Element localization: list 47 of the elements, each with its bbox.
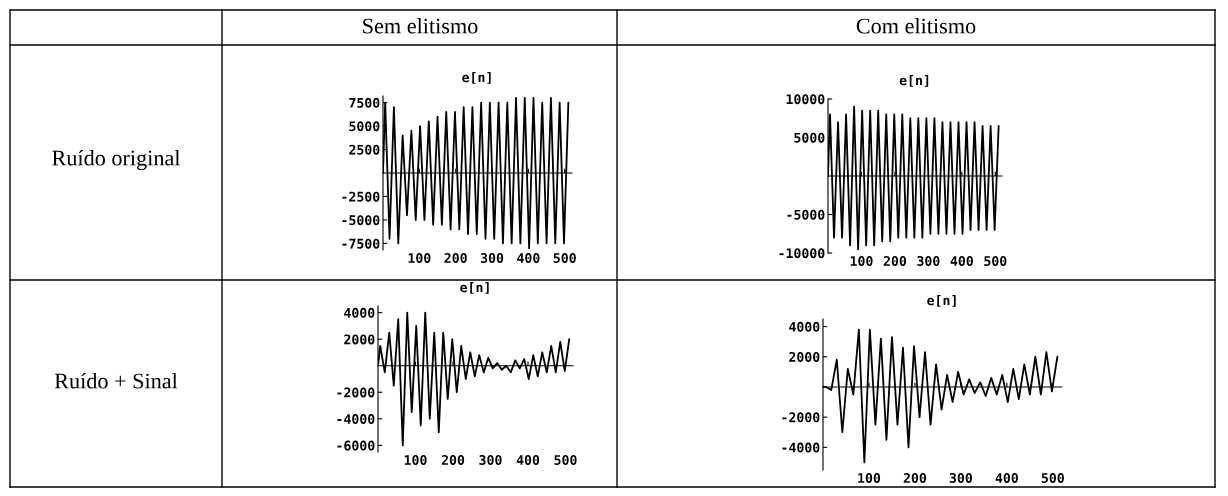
y-tick-label: -7500 [342, 238, 380, 249]
chart-title: e[n] [460, 282, 489, 294]
x-tick-label: 300 [917, 256, 940, 266]
x-tick-label: 100 [858, 473, 881, 483]
x-tick-label: 400 [517, 253, 540, 263]
text: Sem elitismo [363, 17, 478, 34]
x-tick-label: 100 [408, 253, 431, 263]
chart-title: e[n] [462, 72, 491, 84]
text: Ruído + Sinal [54, 372, 178, 389]
x-tick-label: 100 [404, 455, 427, 465]
y-tick-label: -2000 [337, 387, 375, 398]
x-tick-label: 500 [553, 253, 576, 263]
x-tick-label: 300 [479, 455, 502, 465]
x-tick-label: 300 [949, 473, 973, 483]
x-tick-label: 300 [480, 253, 504, 263]
y-tick-label: 2000 [789, 351, 820, 362]
y-tick-label: 4000 [344, 307, 375, 318]
y-tick-label: 7500 [349, 97, 380, 108]
x-tick-label: 200 [441, 455, 465, 465]
y-tick-label: 5000 [349, 121, 380, 132]
x-tick-label: 200 [903, 473, 927, 483]
y-tick-label: -5000 [342, 215, 380, 226]
y-tick-label: 4000 [789, 321, 820, 332]
x-tick-label: 100 [850, 256, 873, 266]
x-tick-label: 200 [444, 253, 467, 263]
y-tick-label: -5000 [787, 209, 825, 220]
y-tick-label: -10000 [779, 248, 825, 259]
x-tick-label: 200 [883, 256, 907, 266]
y-tick-label: -2500 [342, 191, 380, 202]
x-tick-label: 500 [554, 455, 577, 465]
y-tick-label: -4000 [782, 442, 820, 453]
chart-title: e[n] [927, 295, 956, 307]
text: Com elitismo [856, 17, 976, 34]
y-tick-label: 10000 [786, 94, 825, 105]
text: Ruído original [52, 149, 181, 171]
y-tick-label: -2000 [782, 412, 820, 423]
x-tick-label: 400 [516, 455, 540, 465]
y-tick-label: 2500 [349, 144, 380, 155]
y-tick-label: -4000 [337, 414, 375, 425]
y-tick-label: 5000 [794, 132, 825, 143]
x-tick-label: 500 [1041, 473, 1064, 483]
x-tick-label: 500 [984, 256, 1007, 266]
y-tick-label: 2000 [344, 334, 375, 345]
y-tick-label: -6000 [337, 440, 375, 451]
x-tick-label: 400 [995, 473, 1018, 483]
x-tick-label: 400 [950, 256, 973, 266]
chart-title: e[n] [899, 75, 929, 87]
